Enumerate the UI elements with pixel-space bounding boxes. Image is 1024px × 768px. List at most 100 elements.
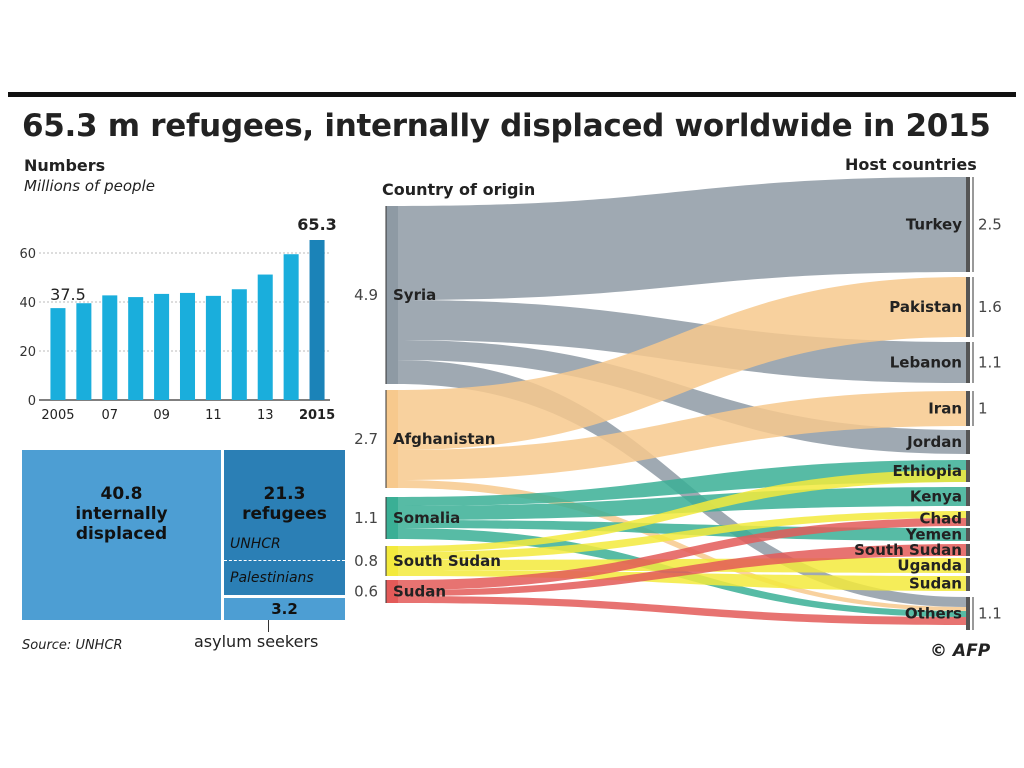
x-tick-label: 07 [101, 408, 118, 423]
treemap-internally-displaced: 40.8 internally displaced [22, 450, 221, 620]
origin-node [386, 497, 398, 539]
bar [128, 297, 144, 400]
source-note: Source: UNHCR [22, 638, 123, 653]
host-label: South Sudan [854, 541, 962, 559]
host-label: Iran [928, 400, 962, 418]
origin-value: 0.6 [354, 583, 378, 601]
host-value: 1.6 [978, 298, 1002, 316]
flow-ribbon [396, 177, 966, 300]
origin-label: Sudan [393, 583, 446, 601]
afp-credit: © AFP [930, 641, 991, 661]
y-tick-label: 20 [19, 345, 36, 360]
flow-ribbon [396, 460, 966, 506]
refugees-label: refugees [242, 504, 327, 524]
host-node [966, 487, 970, 506]
asylum-label: asylum seekers [194, 632, 319, 651]
host-label: Lebanon [890, 354, 962, 372]
origin-node [386, 206, 398, 384]
origin-label: Afghanistan [393, 430, 495, 448]
flow-ribbon [396, 277, 966, 450]
host-node [966, 460, 970, 482]
bar-chart-heading: Numbers [24, 156, 106, 175]
flow-ribbon [396, 480, 966, 611]
bar [257, 274, 273, 400]
host-value: 1 [978, 400, 988, 418]
origin-label: Somalia [393, 509, 460, 527]
x-tick-label: 09 [153, 408, 170, 423]
top-rule [8, 92, 1016, 97]
bar [154, 293, 170, 400]
x-tick-label: 13 [257, 408, 274, 423]
host-node [966, 544, 970, 556]
data-label-first: 37.5 [50, 285, 86, 304]
host-node [966, 342, 970, 383]
host-node [966, 391, 970, 426]
host-node [966, 576, 970, 591]
bar [76, 303, 92, 400]
flow-ribbon [396, 518, 966, 590]
host-node [966, 430, 970, 454]
host-label: Ethiopia [892, 462, 962, 480]
flow-ribbon [396, 596, 966, 625]
bar-marks: 2005 07 09 11 13 2015 37.5 65.3 [41, 215, 336, 423]
origin-value: 1.1 [354, 509, 378, 527]
idp-value: 40.8 [100, 484, 143, 504]
host-node [966, 277, 970, 337]
data-label-last: 65.3 [297, 215, 336, 234]
refugees-value: 21.3 [263, 484, 306, 504]
flow-ribbons [386, 177, 966, 625]
host-node [966, 528, 970, 541]
host-value: 1.1 [978, 354, 1002, 372]
host-value: 1.1 [978, 605, 1002, 623]
host-label: Chad [919, 510, 962, 528]
flow-ribbon [396, 544, 966, 596]
origin-value: 4.9 [354, 286, 378, 304]
bar [50, 308, 66, 400]
flow-ribbon [396, 511, 966, 560]
host-label: Jordan [906, 433, 962, 451]
x-tick-label: 2015 [299, 408, 335, 423]
refugees-divider [224, 560, 345, 561]
y-tick-label: 0 [28, 394, 36, 409]
flow-ribbon [396, 558, 966, 573]
refugees-unhcr-label: UNHCR [230, 536, 281, 552]
origin-node [386, 390, 398, 488]
bar [283, 254, 299, 400]
bar-chart-unit: Millions of people [24, 177, 155, 195]
host-heading: Host countries [845, 155, 977, 174]
host-label: Kenya [910, 488, 962, 506]
bar [309, 240, 325, 400]
host-label: Uganda [897, 557, 962, 575]
y-tick-label: 60 [19, 247, 36, 262]
y-tick-label: 40 [19, 296, 36, 311]
origin-value: 0.8 [354, 552, 378, 570]
page-title: 65.3 m refugees, internally displaced wo… [22, 108, 991, 144]
host-node [966, 177, 970, 272]
idp-label-2: displaced [75, 524, 168, 544]
origin-value: 2.7 [354, 430, 378, 448]
host-node [966, 511, 970, 526]
host-label: Yemen [905, 526, 962, 544]
flow-labels: Syria 4.9 Afghanistan 2.7 Somalia 1.1 South Su… [354, 177, 1002, 630]
bar [205, 295, 221, 400]
flow-ribbon [396, 470, 966, 552]
host-label: Sudan [909, 575, 962, 593]
refugees-palestinians-label: Palestinians [230, 570, 314, 586]
asylum-leader-line [268, 620, 269, 632]
bar [102, 295, 118, 400]
asylum-value: 3.2 [271, 600, 298, 618]
host-value: 2.5 [978, 216, 1002, 234]
x-tick-label: 11 [205, 408, 222, 423]
host-label: Pakistan [889, 298, 962, 316]
origin-node [386, 580, 398, 603]
flow-ribbon [396, 391, 966, 480]
flow-ribbon [396, 520, 966, 541]
origin-label: Syria [393, 286, 436, 304]
treemap-asylum-seekers: 3.2 [224, 598, 345, 620]
host-label: Turkey [906, 216, 962, 234]
origin-node [386, 546, 398, 576]
host-node [966, 558, 970, 573]
origin-label: South Sudan [393, 552, 501, 570]
